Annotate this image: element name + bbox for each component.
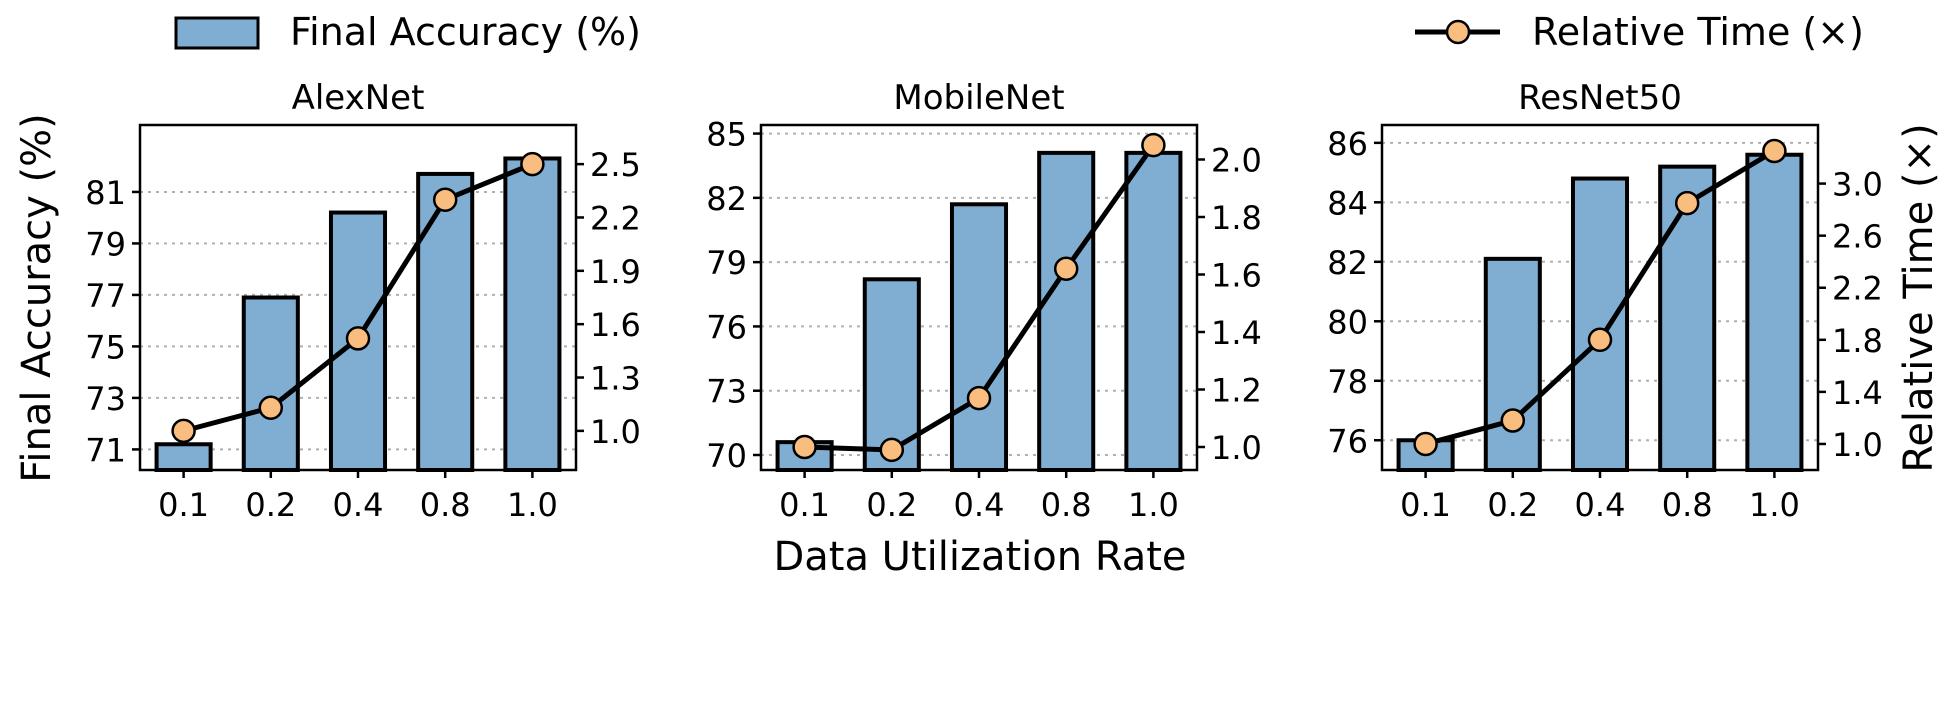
y-tick-label-left: 79 xyxy=(706,244,747,282)
y-tick-label-right: 1.8 xyxy=(1211,199,1262,237)
y-tick-label-left: 71 xyxy=(85,431,126,469)
time-point xyxy=(1053,256,1079,281)
x-tick-label: 0.8 xyxy=(1041,486,1092,524)
y-tick-label-left: 78 xyxy=(1327,363,1368,401)
legend-line-label: Relative Time (×) xyxy=(1532,10,1864,54)
bar xyxy=(1037,150,1096,472)
y-tick-label-left: 76 xyxy=(706,308,747,346)
y-tick-label-right: 1.0 xyxy=(1832,426,1883,464)
y-tick-label-left: 84 xyxy=(1327,184,1368,222)
bar xyxy=(416,171,475,472)
x-tick-label: 0.2 xyxy=(866,486,917,524)
x-tick-label: 0.4 xyxy=(333,486,384,524)
y-tick-label-right: 2.2 xyxy=(590,199,641,237)
x-tick-label: 0.8 xyxy=(1662,486,1713,524)
panel-title: AlexNet xyxy=(292,78,425,118)
y-tick-label-left: 80 xyxy=(1327,303,1368,341)
y-tick-label-right: 2.0 xyxy=(1211,142,1262,180)
bar xyxy=(1570,176,1630,472)
x-tick-label: 0.2 xyxy=(245,486,296,524)
x-tick-label: 1.0 xyxy=(1128,486,1179,524)
legend: Final Accuracy (%) Relative Time (×) xyxy=(174,10,1864,54)
y-tick-label-right: 1.8 xyxy=(1832,322,1883,360)
x-tick-label: 0.4 xyxy=(1575,486,1626,524)
y-tick-label-left: 82 xyxy=(1327,244,1368,282)
y-tick-label-right: 1.6 xyxy=(1211,257,1262,295)
panel-title: ResNet50 xyxy=(1518,78,1682,118)
x-tick-label: 0.8 xyxy=(420,486,471,524)
bar xyxy=(241,295,300,472)
x-tick-label: 1.0 xyxy=(507,486,558,524)
panel-title: MobileNet xyxy=(893,78,1064,118)
legend-bar-swatch xyxy=(174,16,260,50)
y-tick-label-left: 75 xyxy=(85,328,126,366)
bar xyxy=(1124,150,1183,472)
y-tick-label-right: 2.5 xyxy=(590,146,641,184)
y-tick-label-left: 86 xyxy=(1327,125,1368,163)
time-point xyxy=(1141,132,1166,158)
y-tick-label-right: 3.0 xyxy=(1832,166,1883,204)
time-point xyxy=(966,385,992,411)
x-tick-label: 0.1 xyxy=(158,486,209,524)
time-point xyxy=(1413,431,1438,457)
legend-line-marker xyxy=(1445,19,1471,45)
y-tick-label-left: 76 xyxy=(1327,422,1368,460)
y-tick-label-left: 73 xyxy=(85,380,126,418)
time-point xyxy=(879,437,905,463)
time-point xyxy=(1587,327,1613,353)
time-point xyxy=(520,151,545,177)
y-tick-label-left: 85 xyxy=(706,116,747,154)
y-tick-label-right: 1.9 xyxy=(590,253,641,291)
bar xyxy=(949,202,1009,473)
y-axis-label-left: Final Accuracy (%) xyxy=(14,113,60,482)
y-tick-label-right: 2.2 xyxy=(1832,270,1883,308)
legend-bar-label: Final Accuracy (%) xyxy=(290,10,641,54)
time-point xyxy=(345,326,371,351)
panel-resnet50: ResNet50 76 78 80 82 84 86 1.0 1.4 1.8 2.2 2.6 3.0 0.… xyxy=(1327,78,1883,524)
y-tick-label-left: 70 xyxy=(706,437,747,475)
x-tick-label: 0.4 xyxy=(954,486,1005,524)
x-tick-label: 0.2 xyxy=(1487,486,1538,524)
bar xyxy=(1658,164,1717,472)
y-tick-label-right: 1.2 xyxy=(1211,372,1262,410)
panel-alexnet: AlexNet 71 73 75 77 79 81 1.0 1.3 1.6 1.9 2.2 2.5 0.1… xyxy=(85,78,641,524)
x-tick-label: 0.1 xyxy=(779,486,830,524)
y-tick-label-left: 73 xyxy=(706,373,747,411)
time-point xyxy=(1674,190,1700,216)
y-tick-label-right: 1.4 xyxy=(1832,374,1883,412)
time-point xyxy=(432,187,458,212)
bar xyxy=(154,442,213,472)
panel-mobilenet: MobileNet 70 73 76 79 82 85 1.0 1.2 1.4 1.6 1.8 2.0 0… xyxy=(706,78,1262,524)
y-tick-label-left: 81 xyxy=(85,174,126,212)
time-point xyxy=(171,418,196,444)
time-point xyxy=(1500,408,1526,433)
x-axis-label: Data Utilization Rate xyxy=(773,534,1186,580)
time-point xyxy=(1762,138,1787,164)
y-tick-label-left: 79 xyxy=(85,225,126,263)
time-point xyxy=(792,434,817,460)
bar xyxy=(1483,256,1542,472)
time-point xyxy=(258,395,284,421)
y-axis-label-right: Relative Time (×) xyxy=(1896,123,1942,472)
y-tick-label-right: 1.4 xyxy=(1211,314,1262,352)
y-tick-label-right: 1.6 xyxy=(590,306,641,344)
bar xyxy=(1745,152,1804,472)
bar xyxy=(503,156,562,472)
y-tick-label-left: 77 xyxy=(85,277,126,315)
x-tick-label: 1.0 xyxy=(1749,486,1800,524)
y-tick-label-right: 1.3 xyxy=(590,360,641,398)
x-tick-label: 0.1 xyxy=(1400,486,1451,524)
y-tick-label-right: 2.6 xyxy=(1832,218,1883,256)
y-tick-label-right: 1.0 xyxy=(1211,429,1262,467)
y-tick-label-left: 82 xyxy=(706,180,747,218)
y-tick-label-right: 1.0 xyxy=(590,413,641,451)
